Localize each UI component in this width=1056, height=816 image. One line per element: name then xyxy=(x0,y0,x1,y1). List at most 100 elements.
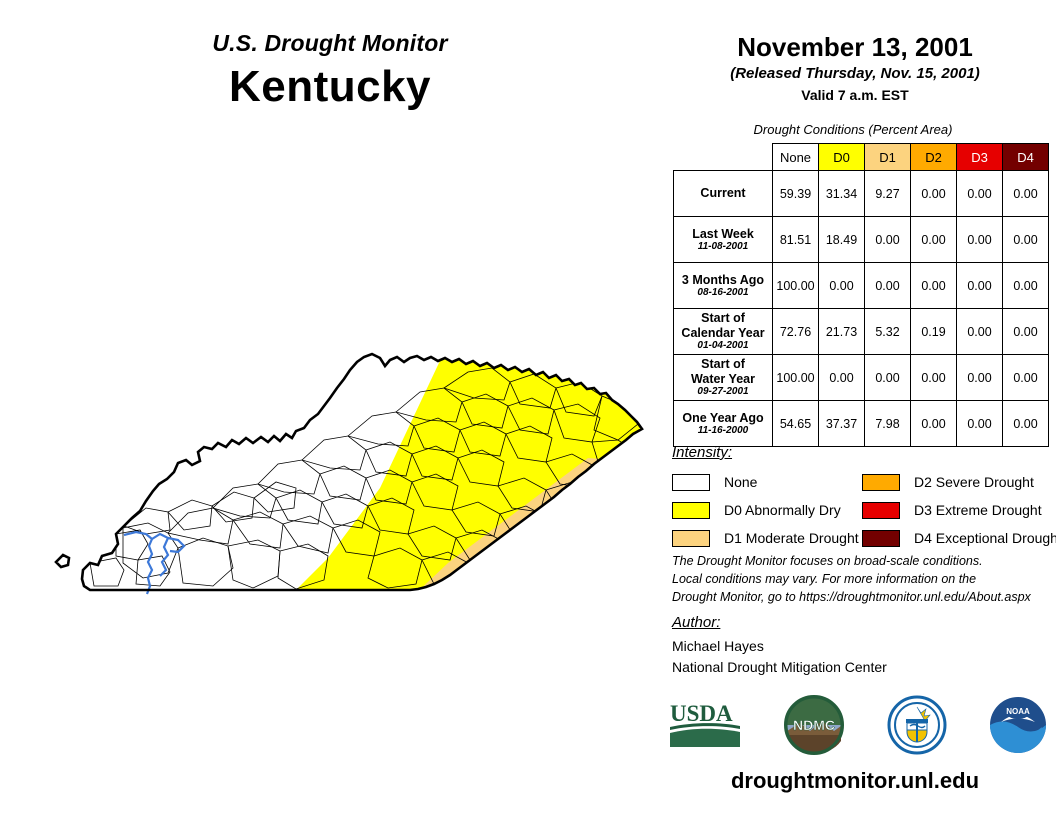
usdoc-logo xyxy=(887,695,947,755)
svg-text:USDA: USDA xyxy=(670,701,733,726)
table-cell-d3: 0.00 xyxy=(956,262,1003,309)
legend-label: D1 Moderate Drought xyxy=(724,530,859,546)
row-label: Last Week 11-08-2001 xyxy=(673,216,773,263)
page-title: Kentucky xyxy=(228,62,432,111)
table-cell-d2: 0.19 xyxy=(910,308,957,355)
row-label-date: 08-16-2001 xyxy=(697,286,749,298)
table-cell-none: 100.00 xyxy=(772,262,819,309)
note-line-1: The Drought Monitor focuses on broad-sca… xyxy=(672,554,983,568)
column-header-d3: D3 xyxy=(956,143,1003,171)
row-label-date: 09-27-2001 xyxy=(697,386,749,398)
legend-swatch xyxy=(862,473,900,491)
table-cell-d2: 0.00 xyxy=(910,170,957,217)
table-cell-d0: 21.73 xyxy=(818,308,865,355)
table-cell-d2: 0.00 xyxy=(910,216,957,263)
row-label-date: 11-08-2001 xyxy=(697,240,749,252)
table-cell-none: 54.65 xyxy=(772,400,819,447)
table-cell-none: 100.00 xyxy=(772,354,819,401)
legend-swatch xyxy=(672,529,710,547)
table-cell-d3: 0.00 xyxy=(956,400,1003,447)
legend-label: D4 Exceptional Drought xyxy=(914,530,1056,546)
legend-item: D3 Extreme Drought xyxy=(862,496,1052,524)
map-svg xyxy=(54,352,644,595)
table-cell-d3: 0.00 xyxy=(956,354,1003,401)
table-cell-d3: 0.00 xyxy=(956,216,1003,263)
row-label: One Year Ago 11-16-2000 xyxy=(673,400,773,447)
legend-label: D3 Extreme Drought xyxy=(914,502,1042,518)
row-label-date: 11-16-2000 xyxy=(697,424,749,436)
svg-text:NDMC: NDMC xyxy=(793,717,835,733)
released-date: (Released Thursday, Nov. 15, 2001) xyxy=(730,65,980,82)
author-organization: National Drought Mitigation Center xyxy=(672,659,887,675)
legend-swatch xyxy=(862,529,900,547)
table-row: Start of Calendar Year 01-04-2001 72.76 21.7… xyxy=(673,308,1049,355)
program-title: U.S. Drought Monitor xyxy=(212,30,448,56)
row-label-text: Water Year xyxy=(691,371,755,386)
kentucky-drought-map xyxy=(28,348,658,604)
table-row: Start of Water Year 09-27-2001 100.00 0.00 0.… xyxy=(673,354,1049,401)
table-caption: Drought Conditions (Percent Area) xyxy=(753,122,953,137)
table-cell-d1: 0.00 xyxy=(864,262,911,309)
ndmc-logo: NDMC xyxy=(784,695,844,755)
table-cell-d2: 0.00 xyxy=(910,400,957,447)
table-cell-d2: 0.00 xyxy=(910,262,957,309)
row-label: Start of Water Year 09-27-2001 xyxy=(673,354,773,401)
table-cell-d1: 7.98 xyxy=(864,400,911,447)
water-features xyxy=(123,530,186,595)
author-heading: Author: xyxy=(672,614,721,631)
table-cell-d0: 31.34 xyxy=(818,170,865,217)
legend-swatch xyxy=(862,501,900,519)
note-line-3: Drought Monitor, go to https://droughtmo… xyxy=(672,590,1031,605)
table-cell-d4: 0.00 xyxy=(1002,262,1049,309)
row-label-text: Start of xyxy=(701,357,745,372)
valid-date: November 13, 2001 xyxy=(737,32,973,62)
legend-item: None xyxy=(672,468,862,496)
legend-item: D0 Abnormally Dry xyxy=(672,496,862,524)
table-cell-d1: 9.27 xyxy=(864,170,911,217)
row-label-date: 01-04-2001 xyxy=(697,340,749,352)
table-cell-d4: 0.00 xyxy=(1002,400,1049,447)
legend-swatch xyxy=(672,473,710,491)
table-cell-d0: 37.37 xyxy=(818,400,865,447)
valid-time: Valid 7 a.m. EST xyxy=(801,87,909,103)
table-row: Current 59.39 31.34 9.27 0.00 0.00 0.00 xyxy=(673,170,1049,217)
column-header-none: None xyxy=(772,143,819,171)
legend-column-left: None D0 Abnormally Dry D1 Moderate Drought xyxy=(672,468,862,552)
legend-item: D2 Severe Drought xyxy=(862,468,1052,496)
table-row: 3 Months Ago 08-16-2001 100.00 0.00 0.00 0.00… xyxy=(673,262,1049,309)
table-header-row: None D0 D1 D2 D3 D4 xyxy=(674,143,1049,171)
table-cell-d0: 0.00 xyxy=(818,262,865,309)
column-header-d2: D2 xyxy=(910,143,957,171)
table-cell-d2: 0.00 xyxy=(910,354,957,401)
legend-label: D2 Severe Drought xyxy=(914,474,1034,490)
site-url: droughtmonitor.unl.edu xyxy=(730,768,980,793)
legend-item: D4 Exceptional Drought xyxy=(862,524,1056,552)
noaa-logo: NOAA xyxy=(990,697,1046,753)
legend-swatch xyxy=(672,501,710,519)
row-label: Current xyxy=(673,170,773,217)
row-label-text: One Year Ago xyxy=(682,410,764,425)
table-cell-d1: 0.00 xyxy=(864,216,911,263)
table-cell-d4: 0.00 xyxy=(1002,354,1049,401)
row-label-text: Last Week xyxy=(692,226,754,241)
note-line-2: Local conditions may vary. For more info… xyxy=(672,572,977,587)
row-label-text: Current xyxy=(700,186,746,201)
column-header-d4: D4 xyxy=(1002,143,1049,171)
table-row: Last Week 11-08-2001 81.51 18.49 0.00 0.00 0.0… xyxy=(673,216,1049,263)
table-cell-d4: 0.00 xyxy=(1002,308,1049,355)
table-cell-d0: 0.00 xyxy=(818,354,865,401)
disclaimer-note: The Drought Monitor focuses on broad-sca… xyxy=(672,552,1052,606)
column-header-d1: D1 xyxy=(864,143,911,171)
legend-column-right: D2 Severe Drought D3 Extreme Drought D4 Ex… xyxy=(862,468,1056,552)
row-label: 3 Months Ago 08-16-2001 xyxy=(673,262,773,309)
author-block: Michael Hayes National Drought Mitigatio… xyxy=(672,636,887,678)
legend-item: D1 Moderate Drought xyxy=(672,524,862,552)
legend-label: D0 Abnormally Dry xyxy=(724,502,841,518)
svg-text:NOAA: NOAA xyxy=(1006,707,1030,716)
table-cell-d1: 5.32 xyxy=(864,308,911,355)
table-cell-none: 81.51 xyxy=(772,216,819,263)
table-cell-d1: 0.00 xyxy=(864,354,911,401)
row-label-text: Start of xyxy=(701,311,745,326)
row-label-text: 3 Months Ago xyxy=(681,272,765,287)
drought-conditions-table: None D0 D1 D2 D3 D4 Current 59.39 31.34 9.2… xyxy=(673,143,1049,447)
